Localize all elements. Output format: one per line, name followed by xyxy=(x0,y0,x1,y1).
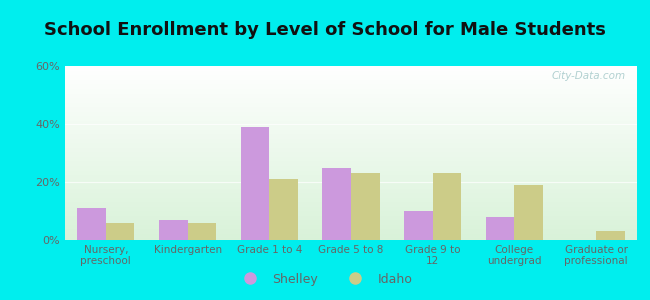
Bar xyxy=(188,223,216,240)
Bar xyxy=(486,217,514,240)
Bar xyxy=(106,223,135,240)
Bar xyxy=(240,127,269,240)
Bar xyxy=(351,173,380,240)
Bar xyxy=(596,231,625,240)
Legend: Shelley, Idaho: Shelley, Idaho xyxy=(232,268,418,291)
Bar xyxy=(77,208,106,240)
Bar xyxy=(159,220,188,240)
Bar xyxy=(404,211,433,240)
Bar xyxy=(514,185,543,240)
Bar xyxy=(269,179,298,240)
Text: City-Data.com: City-Data.com xyxy=(551,71,625,81)
Bar xyxy=(433,173,462,240)
Text: School Enrollment by Level of School for Male Students: School Enrollment by Level of School for… xyxy=(44,21,606,39)
Bar xyxy=(322,167,351,240)
